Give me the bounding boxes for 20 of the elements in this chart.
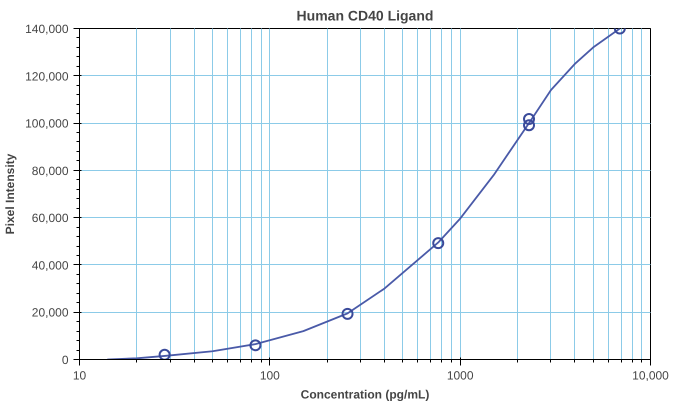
x-tick-label: 10 (72, 368, 86, 382)
y-tick-label: 60,000 (32, 211, 69, 226)
point (158, 348, 171, 360)
x-axis-title: Concentration (pg/mL) (300, 388, 430, 402)
x-tick-label: 10,000 (632, 368, 670, 382)
y-tick-label: 40,000 (32, 258, 69, 272)
y-tick-label: 0 (62, 353, 69, 367)
x-tick-label: 1000 (446, 368, 474, 382)
y-tick-label: 140,000 (25, 22, 69, 36)
x-tick-label: 100 (260, 368, 280, 382)
y-tick-label: 120,000 (25, 69, 69, 84)
y-tick-label: 20,000 (32, 306, 69, 320)
y-axis-title: Pixel Intensity (3, 153, 18, 234)
point (249, 339, 262, 352)
y-tick-label: 100,000 (25, 116, 69, 131)
point (523, 113, 536, 126)
point (432, 237, 444, 250)
chart-title: Human CD40 Ligand (296, 8, 434, 24)
point (342, 308, 354, 320)
y-tick-label: 80,000 (32, 164, 69, 178)
